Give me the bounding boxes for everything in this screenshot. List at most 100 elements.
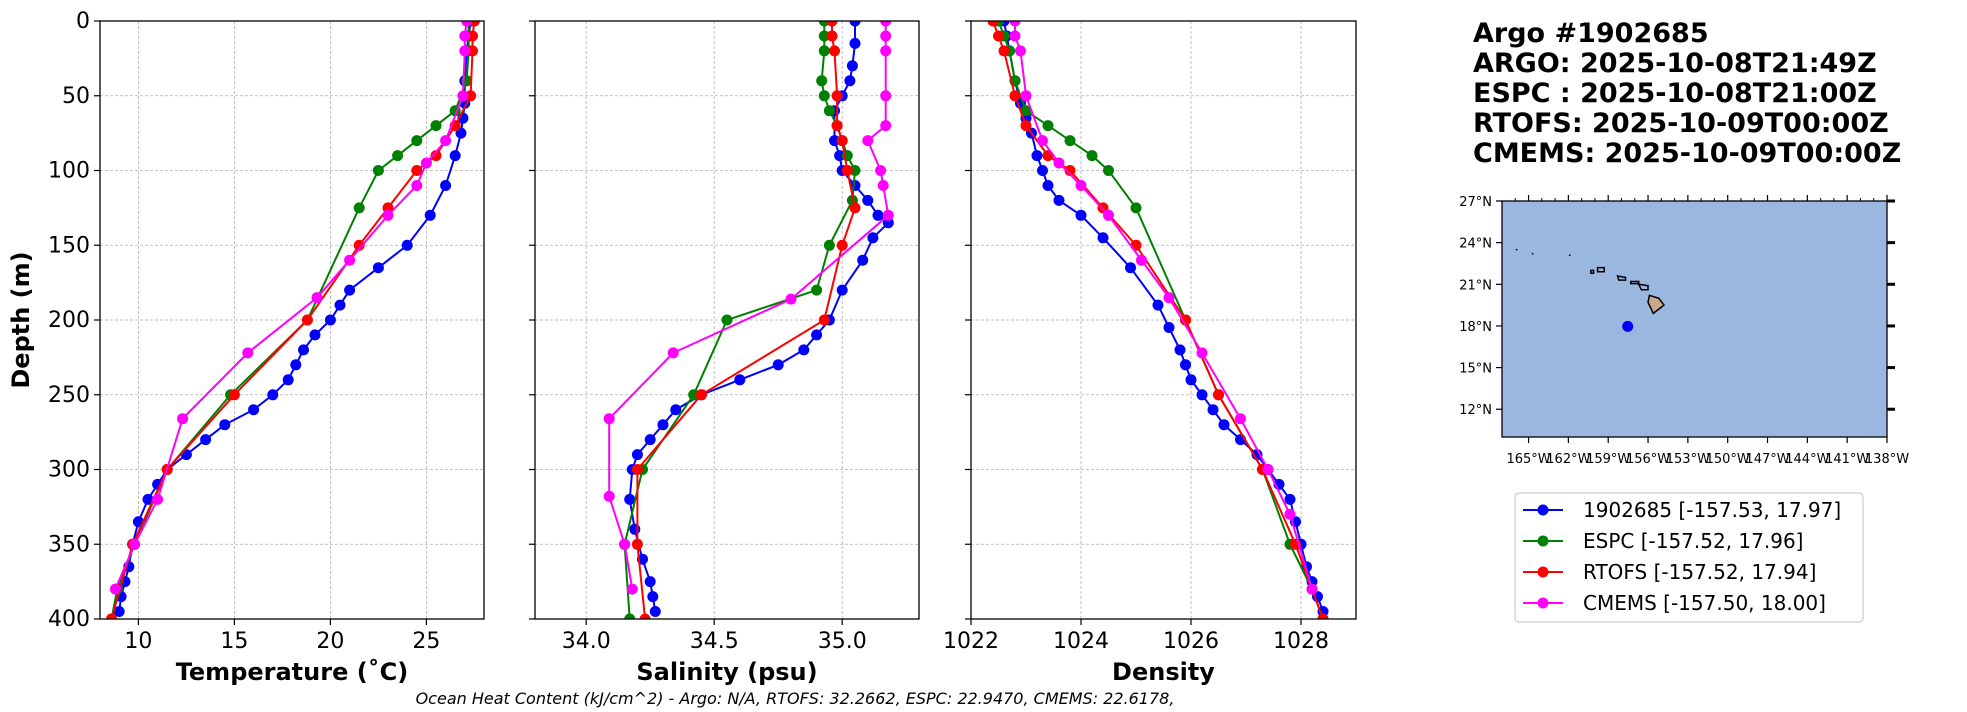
- islet: [1531, 252, 1534, 255]
- data-point-cmems: [875, 165, 887, 176]
- data-point-cmems: [877, 180, 889, 191]
- x-tick-label: 1028: [1273, 629, 1329, 654]
- data-point-rtofs: [411, 165, 423, 176]
- data-point-cmems: [1053, 157, 1065, 169]
- data-point-argo: [1207, 404, 1219, 416]
- data-point-cmems: [109, 583, 121, 595]
- data-point-argo: [334, 299, 346, 311]
- y-tick-label: 400: [48, 607, 90, 632]
- data-point-argo: [1163, 322, 1175, 333]
- data-point-rtofs: [631, 464, 643, 475]
- island-shape: [1590, 269, 1595, 274]
- data-point-cmems: [626, 583, 638, 595]
- map-x-tick-label: 162°W: [1546, 452, 1590, 467]
- island-shape: [1637, 283, 1649, 291]
- data-point-rtofs: [831, 90, 843, 102]
- data-point-espc: [816, 75, 828, 87]
- data-point-espc: [811, 284, 823, 296]
- data-point-argo: [440, 180, 452, 191]
- data-point-espc: [721, 314, 733, 326]
- data-point-rtofs: [631, 538, 643, 550]
- data-point-argo: [372, 262, 384, 274]
- x-tick-label: 20: [316, 629, 344, 654]
- data-point-cmems: [242, 347, 254, 359]
- series-line-rtofs: [992, 21, 1324, 619]
- data-point-argo: [811, 329, 823, 341]
- data-point-argo: [1185, 374, 1197, 386]
- y-tick-label: 150: [48, 233, 90, 258]
- data-point-rtofs: [1317, 613, 1329, 619]
- legend-label-rtofs: RTOFS [-157.52, 17.94]: [1583, 560, 1816, 584]
- panel-temperature: 10 15 20 25050100150200250300350400Temperat…: [7, 9, 485, 686]
- data-point-espc: [372, 165, 384, 176]
- data-point-cmems: [603, 413, 615, 425]
- data-point-argo: [290, 359, 302, 371]
- map-x-tick-label: 141°W: [1825, 452, 1869, 467]
- map-frame: [1501, 200, 1888, 438]
- legend-label-espc: ESPC [-157.52, 17.96]: [1583, 529, 1804, 553]
- x-tick-label: 1022: [943, 629, 999, 654]
- data-point-cmems: [440, 135, 452, 147]
- data-point-espc: [1086, 150, 1098, 162]
- data-point-argo: [1075, 209, 1087, 221]
- data-point-argo: [834, 150, 846, 162]
- data-point-rtofs: [818, 314, 830, 326]
- data-point-rtofs: [465, 90, 477, 102]
- data-point-argo: [200, 434, 212, 446]
- y-tick-label: 250: [48, 383, 90, 408]
- data-point-rtofs: [301, 314, 313, 326]
- data-point-cmems: [1136, 254, 1147, 266]
- panel-density: 1022 1024 1026 1028 Density: [943, 20, 1357, 686]
- data-point-rtofs: [841, 165, 853, 176]
- data-point-argo: [344, 284, 356, 296]
- series-line-cmems: [1014, 21, 1313, 590]
- island-shape: [1630, 280, 1640, 285]
- data-point-cmems: [1103, 209, 1114, 221]
- header-argo-time: ARGO: 2025-10-08T21:49Z: [1473, 48, 1877, 79]
- data-point-cmems: [344, 254, 356, 266]
- data-point-espc: [1103, 165, 1114, 176]
- legend-entry-cmems: CMEMS [-157.50, 18.00]: [1523, 591, 1826, 615]
- data-point-rtofs: [228, 389, 240, 401]
- data-point-argo: [798, 344, 810, 356]
- data-point-argo: [734, 374, 746, 386]
- data-point-cmems: [1015, 45, 1026, 57]
- data-point-argo: [844, 75, 856, 87]
- data-point-rtofs: [106, 613, 117, 619]
- data-point-cmems: [880, 90, 892, 102]
- data-point-argo: [1037, 165, 1048, 176]
- x-tick-label: 1026: [1163, 629, 1219, 654]
- data-point-argo: [1180, 359, 1191, 371]
- data-point-cmems: [129, 538, 141, 550]
- data-point-espc: [688, 389, 700, 401]
- data-point-argo: [829, 135, 840, 147]
- footer-ohc: Ocean Heat Content (kJ/cm^2) - Argo: N/A…: [416, 689, 1175, 708]
- series-line-espc: [997, 21, 1324, 619]
- data-point-cmems: [1163, 292, 1175, 304]
- data-point-espc: [1064, 135, 1076, 147]
- header-text: Argo #1902685 ARGO: 2025-10-08T21:49Z ES…: [1473, 18, 1901, 169]
- data-point-rtofs: [695, 389, 707, 401]
- map-y-tick-label: 27°N: [1459, 195, 1492, 210]
- data-point-rtofs: [1213, 389, 1224, 401]
- data-point-cmems: [311, 292, 323, 304]
- data-point-espc: [849, 165, 861, 176]
- data-point-argo: [849, 21, 861, 27]
- location-map: 165°W162°W159°W156°W153°W150°W147°W144°W…: [1459, 195, 1909, 467]
- map-ocean: [1502, 201, 1887, 437]
- islet: [1568, 254, 1571, 257]
- data-point-cmems: [1009, 30, 1021, 42]
- data-point-argo: [624, 493, 636, 505]
- data-point-cmems: [1235, 413, 1246, 425]
- data-point-argo: [248, 404, 260, 416]
- legend-entry-espc: ESPC [-157.52, 17.96]: [1523, 529, 1804, 553]
- data-point-argo: [455, 127, 467, 139]
- data-point-cmems: [619, 538, 631, 550]
- data-point-cmems: [420, 157, 432, 169]
- data-point-cmems: [603, 490, 615, 502]
- data-point-argo: [298, 344, 309, 356]
- data-point-argo: [309, 329, 321, 341]
- header-espc-time: ESPC : 2025-10-08T21:00Z: [1473, 78, 1877, 109]
